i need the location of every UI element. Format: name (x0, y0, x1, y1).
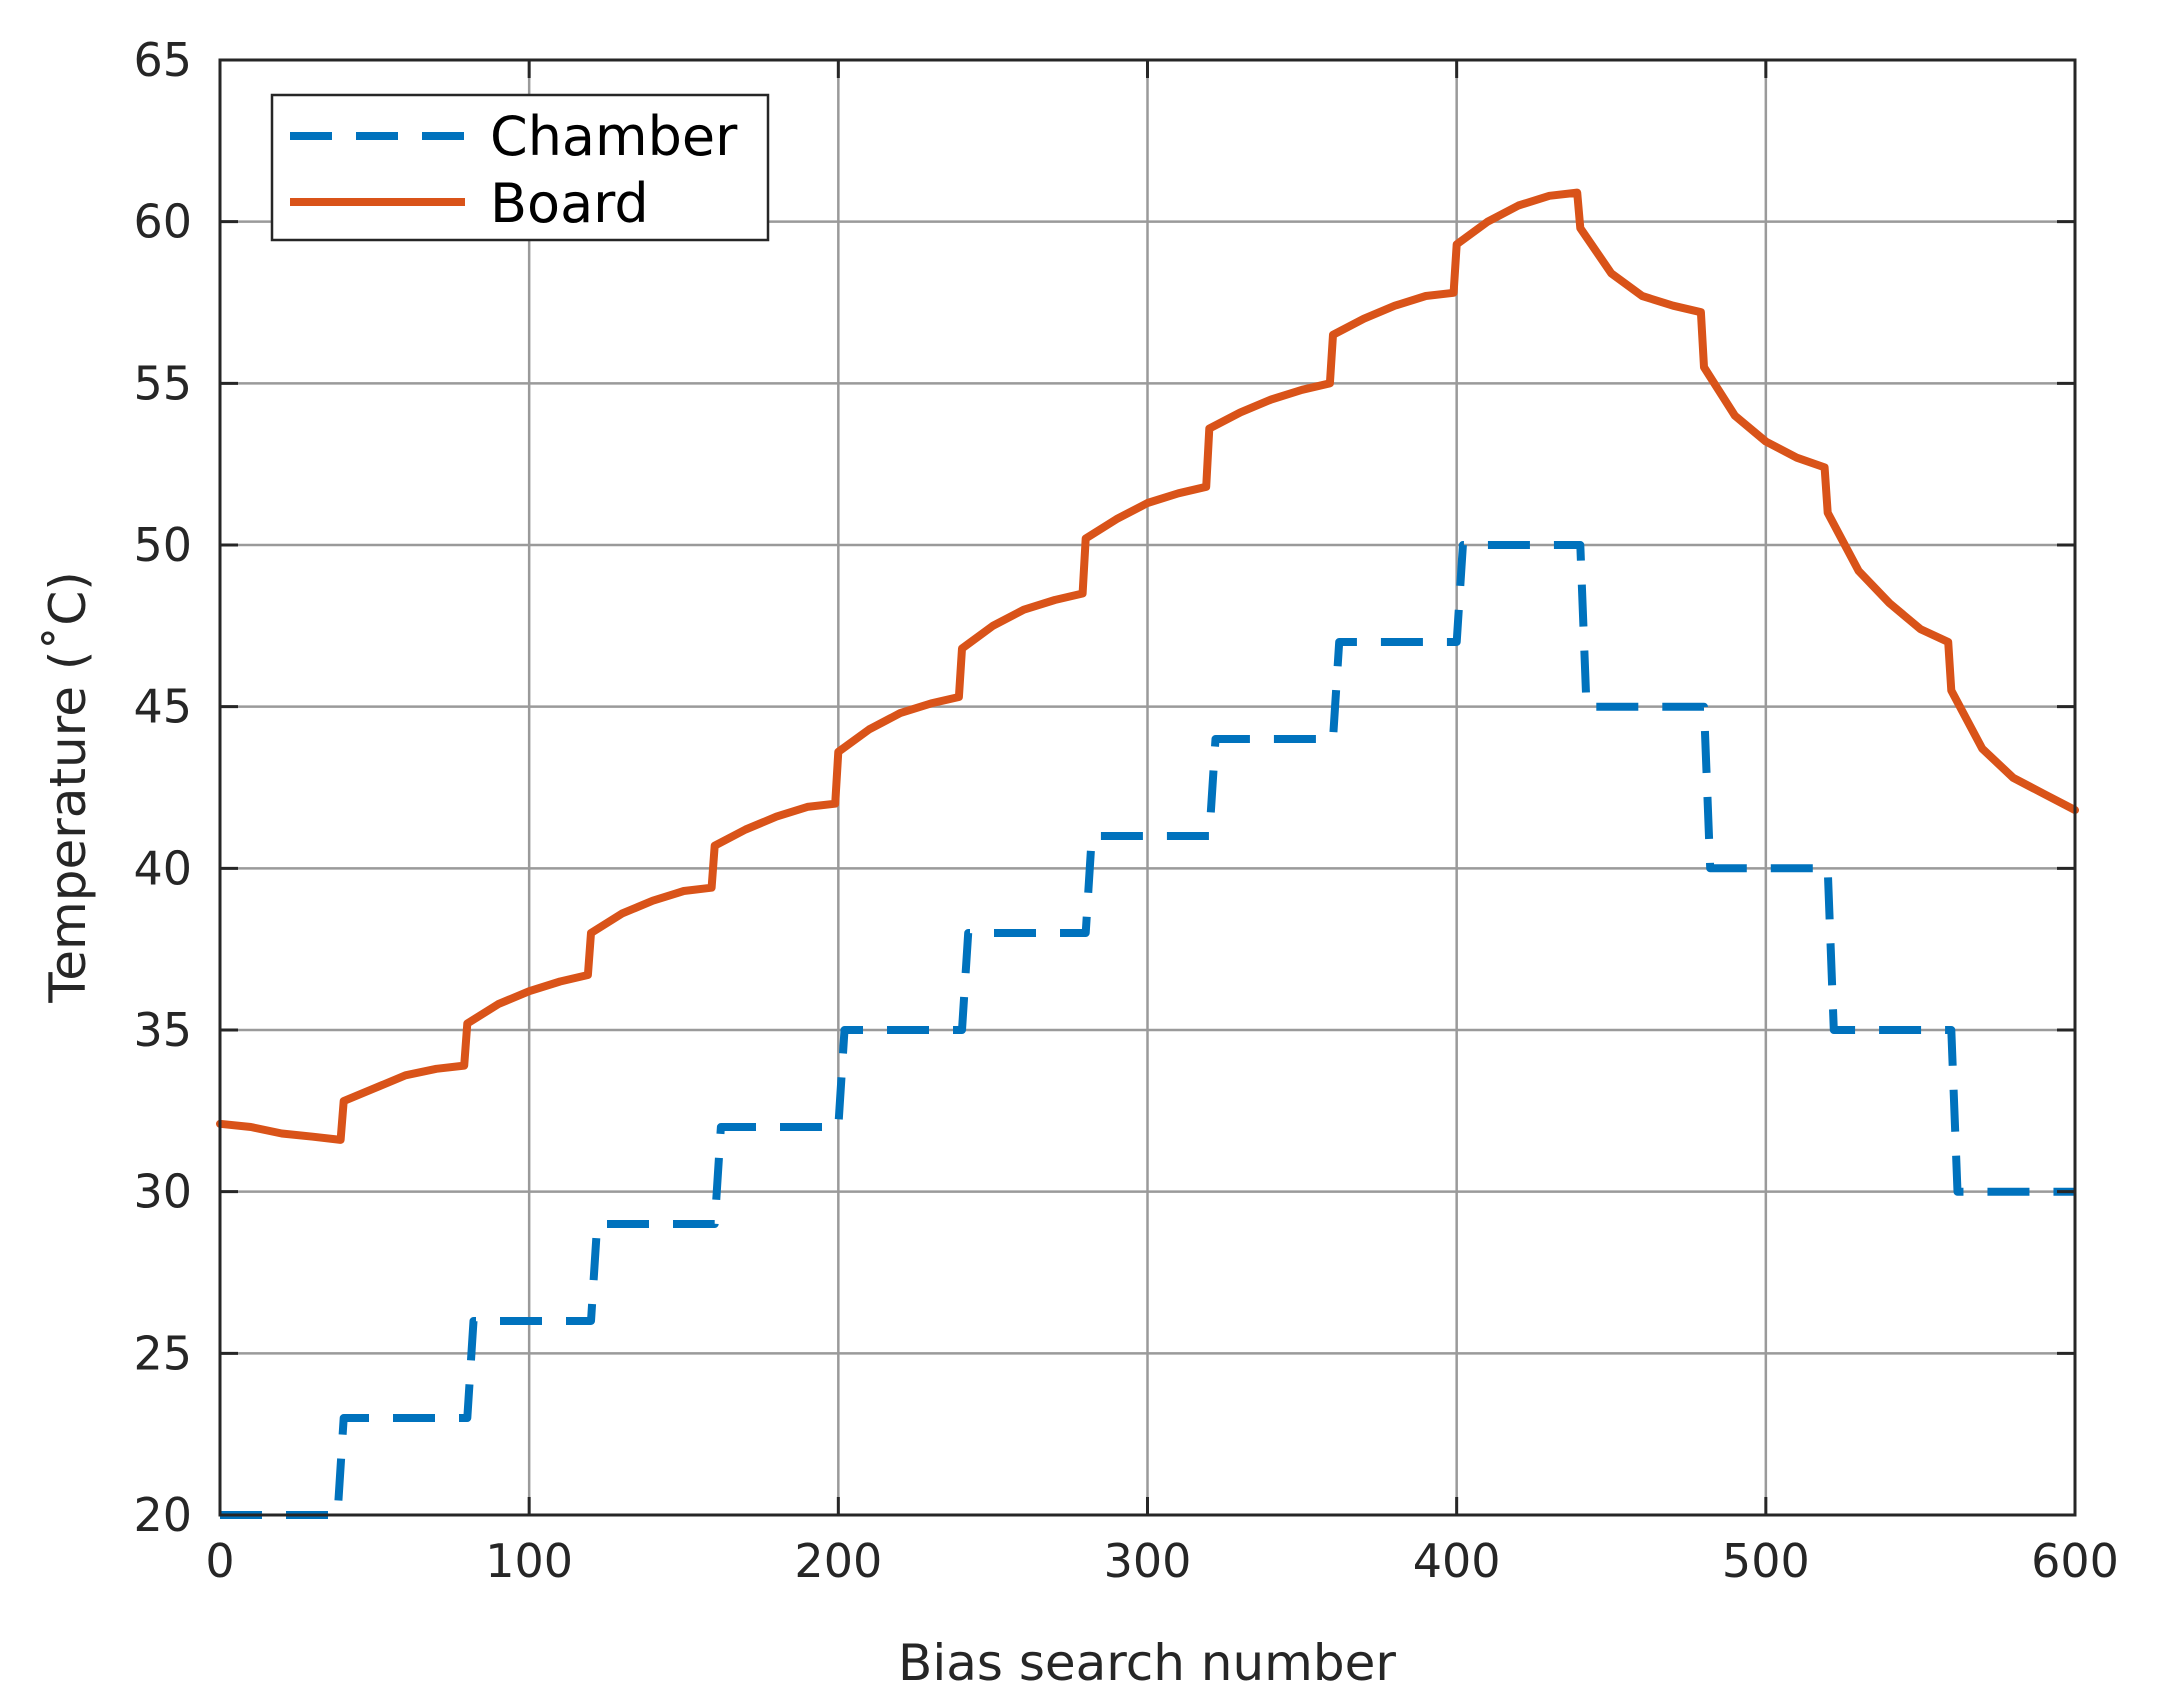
y-tick-label: 45 (133, 680, 192, 734)
x-tick-label: 200 (794, 1534, 882, 1588)
y-tick-label: 65 (133, 33, 192, 87)
y-tick-label: 50 (133, 518, 192, 572)
series-line-board (216, 188, 2079, 1144)
x-tick-label: 0 (205, 1534, 234, 1588)
x-tick-label: 400 (1413, 1534, 1501, 1588)
y-tick-label: 30 (133, 1165, 192, 1219)
x-tick-label: 600 (2031, 1534, 2119, 1588)
series-layer (216, 188, 2079, 1519)
y-tick-label: 60 (133, 195, 192, 249)
x-tick-label: 500 (1722, 1534, 1810, 1588)
legend-box (270, 93, 770, 242)
y-tick-label: 40 (133, 841, 192, 895)
legend-label-board: Board (490, 172, 649, 235)
x-tick-label: 100 (485, 1534, 573, 1588)
x-axis-label: Bias search number (898, 1634, 1396, 1692)
y-tick-label: 25 (133, 1326, 192, 1380)
legend: Chamber Board (270, 93, 770, 242)
y-axis-label: Temperature (˚C) (39, 571, 97, 1004)
y-tick-label: 20 (133, 1488, 192, 1542)
legend-label-chamber: Chamber (490, 105, 738, 168)
series-line-chamber (220, 541, 2075, 1519)
axis-ticks (218, 58, 2077, 1517)
x-tick-label: 300 (1104, 1534, 1192, 1588)
tick-labels: 0 100 200 300 400 500 600 20 25 30 35 40 45 50 55 60 65 (133, 33, 2118, 1588)
y-tick-label: 35 (133, 1003, 192, 1057)
y-tick-label: 55 (133, 356, 192, 410)
